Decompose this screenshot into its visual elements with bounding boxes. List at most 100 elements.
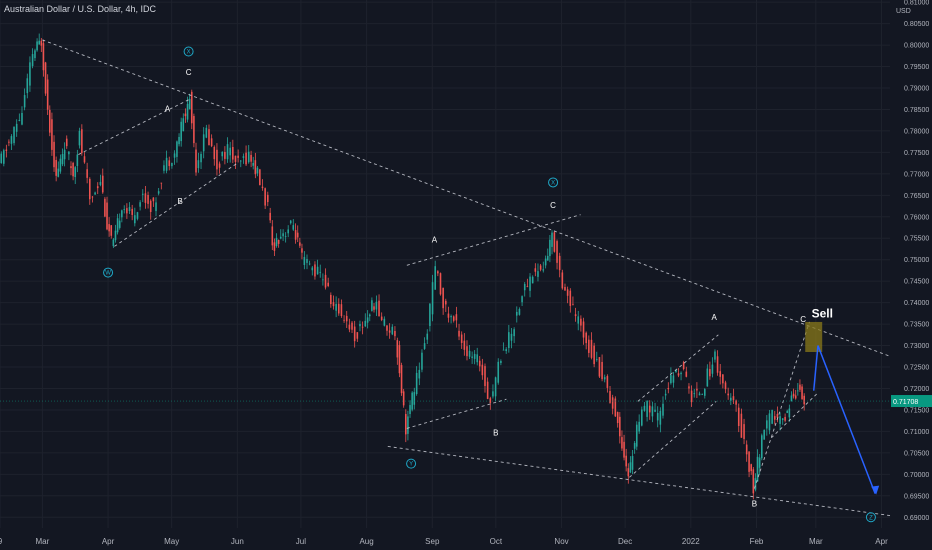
candle-body (603, 377, 606, 380)
candle-body (53, 141, 55, 168)
wave-circle (406, 458, 417, 469)
candle-body (15, 123, 18, 132)
candle-body (44, 62, 47, 94)
wave-circle-label: Y (409, 462, 413, 468)
candle-body (803, 395, 805, 405)
candle-body (59, 158, 62, 172)
candle-body (737, 407, 740, 427)
x-tick-label: May (164, 537, 179, 546)
wave-label: B (493, 429, 498, 438)
x-tick-label: 2022 (682, 537, 700, 546)
wave-label: B (752, 500, 757, 509)
candle-body (373, 306, 375, 310)
candle-body (190, 91, 193, 124)
candle-body (706, 368, 709, 387)
candle-body (202, 134, 205, 152)
candle-body (229, 147, 231, 156)
candle-body (72, 162, 74, 177)
candle-body (269, 212, 271, 221)
wave-label: A (165, 105, 171, 114)
candle-body (195, 149, 197, 173)
candle-body (99, 181, 102, 185)
x-tick-label: Dec (618, 537, 632, 546)
candle-body (556, 241, 558, 263)
candle-body (287, 229, 289, 234)
candle-body (123, 209, 126, 210)
x-tick-label: Mar (809, 537, 823, 546)
candle-body (553, 232, 556, 252)
candle-body (418, 369, 421, 379)
candle-body (672, 375, 675, 383)
candle-body (147, 194, 149, 204)
candle-body (585, 332, 587, 344)
candle-body (648, 405, 651, 413)
candle-body (629, 462, 632, 473)
y-tick-label: 0.78000 (904, 128, 929, 135)
candle-body (210, 138, 213, 147)
candle-body (790, 395, 793, 402)
candle-body (582, 321, 585, 338)
candle-body (779, 416, 781, 424)
candle-body (13, 126, 15, 144)
candle-body (182, 118, 185, 132)
candle-body (711, 364, 714, 374)
candle-body (36, 41, 38, 51)
candle-body (247, 151, 250, 163)
candle-body (662, 403, 664, 416)
candle-body (118, 220, 121, 228)
candle-body (193, 116, 195, 144)
wave-label: A (432, 236, 438, 245)
candle-body (677, 373, 680, 376)
candle-body (437, 271, 439, 274)
candle-body (245, 152, 247, 165)
candle-body (404, 413, 407, 435)
candle-body (431, 282, 434, 315)
sell-zone (805, 321, 823, 352)
candle-body (308, 263, 311, 265)
candle-body (561, 272, 564, 289)
abc-upper-channel-3 (637, 334, 719, 402)
candle-body (489, 398, 492, 403)
wave-circle (865, 512, 876, 523)
y-tick-label: 0.75000 (904, 257, 929, 264)
x-tick-label: Aug (359, 537, 373, 546)
candle-body (481, 364, 484, 376)
candle-body (598, 357, 601, 377)
candle-body (78, 130, 81, 146)
abc-upper-channel-2 (406, 214, 581, 266)
candle-body (781, 418, 784, 421)
candle-body (359, 323, 361, 327)
candle-body (165, 157, 168, 171)
y-tick-label: 0.70000 (904, 472, 929, 479)
candle-body (574, 314, 577, 317)
candle-body (289, 220, 292, 224)
candle-body (784, 416, 786, 421)
candle-body (595, 359, 598, 361)
candle-body (494, 377, 497, 397)
candle-body (572, 303, 574, 305)
candle-body (621, 437, 623, 449)
candle-body (186, 103, 189, 120)
candle-body (343, 319, 345, 321)
abc-lower-channel (114, 162, 238, 247)
candle-body (616, 412, 619, 424)
candle-body (139, 202, 141, 207)
candle-body (766, 420, 768, 429)
candle-body (42, 43, 45, 71)
candle-body (322, 279, 324, 281)
candle-body (353, 326, 356, 342)
wave-label: C (186, 68, 192, 77)
candle-body (126, 208, 128, 214)
candle-body (332, 302, 335, 307)
candle-body (758, 457, 761, 468)
y-tick-label: 0.74500 (904, 279, 929, 286)
candle-body (768, 413, 771, 431)
candle-body (752, 469, 755, 494)
candle-body (86, 169, 88, 178)
y-tick-label: 0.77500 (904, 150, 929, 157)
candle-body (200, 153, 202, 163)
candle-body (51, 119, 53, 150)
candle-body (631, 455, 634, 470)
candle-body (394, 330, 396, 337)
